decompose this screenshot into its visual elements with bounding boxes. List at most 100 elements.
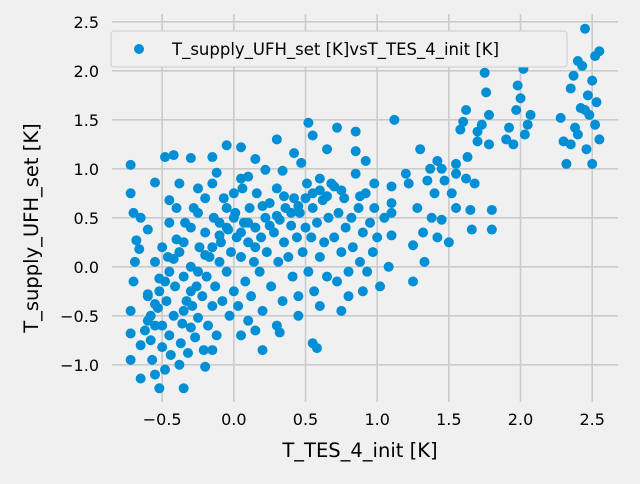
x-tick-label: 0.5 bbox=[293, 410, 318, 429]
data-point bbox=[211, 167, 222, 178]
data-point bbox=[261, 247, 272, 258]
y-tick-label: 0.0 bbox=[74, 258, 99, 277]
data-point bbox=[301, 178, 312, 189]
data-point bbox=[178, 271, 189, 282]
data-point bbox=[587, 75, 598, 86]
data-point bbox=[214, 230, 225, 241]
data-point bbox=[211, 330, 222, 341]
data-point bbox=[311, 343, 322, 354]
data-point bbox=[139, 325, 150, 336]
data-point bbox=[125, 328, 136, 339]
data-point bbox=[225, 247, 236, 258]
data-point bbox=[594, 134, 605, 145]
y-tick-label: 1.0 bbox=[74, 160, 99, 179]
data-point bbox=[207, 300, 218, 311]
data-point bbox=[408, 276, 419, 287]
data-point bbox=[236, 251, 247, 262]
x-tick-label: 2.0 bbox=[508, 410, 533, 429]
data-point bbox=[461, 105, 472, 116]
data-point bbox=[462, 152, 473, 163]
data-point bbox=[369, 203, 380, 213]
data-point bbox=[365, 217, 376, 228]
data-point bbox=[150, 369, 161, 380]
data-point bbox=[233, 300, 244, 311]
data-point bbox=[125, 354, 136, 365]
data-point bbox=[515, 93, 526, 104]
data-point bbox=[157, 242, 168, 253]
data-point bbox=[185, 153, 196, 164]
data-point bbox=[279, 191, 290, 202]
data-point bbox=[582, 90, 593, 101]
data-point bbox=[581, 144, 592, 155]
data-point bbox=[185, 322, 196, 333]
data-point bbox=[501, 134, 512, 145]
data-point bbox=[357, 286, 368, 297]
y-axis-label: T_supply_UFH_set [K] bbox=[20, 123, 43, 334]
data-point bbox=[400, 168, 411, 179]
data-point bbox=[512, 80, 523, 91]
data-point bbox=[221, 222, 232, 233]
data-point bbox=[201, 271, 212, 282]
data-point bbox=[228, 286, 239, 297]
data-point bbox=[389, 114, 400, 125]
data-point bbox=[221, 140, 232, 151]
data-point bbox=[125, 305, 136, 316]
data-point bbox=[246, 291, 257, 302]
data-point bbox=[207, 345, 218, 356]
data-point bbox=[587, 158, 598, 169]
data-point bbox=[346, 212, 357, 223]
data-point bbox=[236, 173, 247, 184]
data-point bbox=[250, 222, 261, 233]
data-point bbox=[360, 188, 371, 199]
data-point bbox=[466, 224, 477, 235]
data-point bbox=[508, 139, 519, 150]
y-tick-label: 0.5 bbox=[74, 209, 99, 228]
data-point bbox=[286, 220, 297, 231]
data-point bbox=[129, 256, 140, 267]
data-point bbox=[260, 164, 271, 175]
x-tick-labels: −0.5 0.0 0.5 1.0 1.5 2.0 2.5 bbox=[143, 410, 605, 429]
data-point bbox=[134, 244, 145, 255]
data-point bbox=[525, 109, 536, 120]
data-point bbox=[555, 112, 566, 123]
data-point bbox=[343, 291, 354, 302]
data-point bbox=[128, 207, 139, 218]
data-point bbox=[197, 291, 208, 302]
data-point bbox=[194, 242, 205, 253]
data-point bbox=[379, 212, 390, 223]
data-point bbox=[243, 315, 254, 326]
data-point bbox=[568, 70, 579, 81]
data-point bbox=[164, 195, 175, 206]
data-point bbox=[300, 222, 311, 233]
data-point bbox=[293, 201, 304, 212]
data-points bbox=[125, 23, 605, 394]
data-point bbox=[432, 155, 443, 166]
data-point bbox=[303, 266, 314, 277]
data-point bbox=[339, 193, 350, 204]
data-point bbox=[403, 178, 414, 189]
data-point bbox=[297, 247, 308, 258]
data-point bbox=[142, 224, 153, 235]
data-point bbox=[350, 126, 361, 137]
data-point bbox=[128, 276, 139, 287]
data-point bbox=[425, 163, 436, 174]
data-point bbox=[419, 256, 430, 267]
data-point bbox=[504, 122, 515, 133]
data-point bbox=[260, 212, 271, 223]
x-tick-label: 1.5 bbox=[436, 410, 461, 429]
data-point bbox=[309, 286, 320, 297]
data-point bbox=[429, 188, 440, 199]
data-point bbox=[354, 256, 365, 267]
data-point bbox=[131, 235, 142, 246]
data-point bbox=[362, 266, 373, 277]
grid bbox=[112, 14, 618, 402]
legend: T_supply_UFH_set [K]vsT_TES_4_init [K] bbox=[110, 30, 568, 68]
data-point bbox=[322, 191, 333, 202]
data-point bbox=[350, 168, 361, 179]
data-point bbox=[264, 220, 275, 231]
legend-marker bbox=[134, 44, 144, 54]
data-point bbox=[168, 150, 179, 161]
data-point bbox=[236, 227, 247, 238]
